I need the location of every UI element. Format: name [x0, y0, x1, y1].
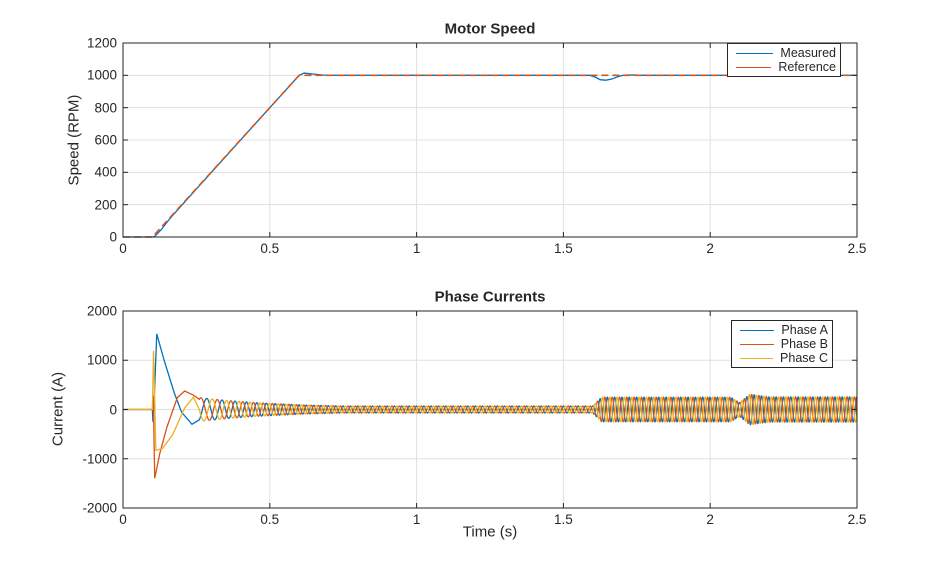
y-tick-label: -1000: [82, 451, 117, 466]
legend-entry-phase-c: Phase C: [740, 351, 828, 365]
y-tick-label: -2000: [82, 500, 117, 516]
x-tick-label: 0: [119, 512, 127, 527]
legend-entry-phase-b: Phase B: [740, 337, 828, 351]
phase-currents-plot-area: [122, 310, 858, 509]
x-tick-label: 1: [412, 512, 421, 527]
x-tick-label: 2.5: [847, 241, 867, 256]
legend-entry-phase-a: Phase A: [740, 323, 828, 337]
phase-currents-legend: Phase A Phase B Phase C: [731, 320, 833, 368]
time-x-axis-label: Time (s): [462, 523, 518, 541]
legend-label: Measured: [780, 45, 836, 60]
measured-line-sample: [736, 52, 774, 54]
y-tick-label: 200: [94, 196, 117, 212]
measured-line: [123, 72, 857, 238]
phase-c-line: [123, 350, 858, 452]
x-tick-label: 1: [412, 241, 421, 256]
reference-line: [123, 74, 857, 238]
legend-entry-reference: Reference: [736, 60, 836, 74]
phase-currents-title: Phase Currents: [434, 288, 546, 306]
phase-b-line: [123, 390, 858, 479]
y-tick-label: 600: [94, 132, 117, 148]
reference-line-sample: [736, 66, 772, 68]
y-tick-label: 2000: [86, 303, 117, 319]
x-tick-label: 0: [119, 241, 127, 256]
current-y-axis-label: Current (A): [49, 371, 67, 447]
y-tick-label: 1200: [86, 35, 117, 51]
x-tick-label: 1.5: [554, 241, 573, 256]
y-tick-label: 0: [109, 401, 117, 417]
y-tick-label: 400: [94, 164, 117, 180]
y-tick-label: 800: [94, 99, 117, 115]
y-tick-label: 1000: [86, 352, 117, 368]
x-tick-label: 2: [706, 512, 714, 527]
x-tick-label: 1.5: [554, 512, 573, 527]
legend-label: Phase C: [780, 350, 828, 365]
x-tick-label: 2: [706, 241, 714, 256]
motor-speed-title: Motor Speed: [444, 20, 536, 38]
speed-y-axis-label: Speed (RPM): [65, 94, 83, 186]
legend-label: Phase A: [781, 322, 828, 337]
x-tick-label: 0.5: [260, 241, 280, 256]
legend-entry-measured: Measured: [736, 46, 836, 60]
legend-label: Phase B: [780, 336, 828, 351]
x-tick-label: 0.5: [260, 512, 280, 527]
phase-c-line-sample: [740, 357, 774, 359]
legend-label: Reference: [778, 59, 836, 74]
y-tick-label: 1000: [86, 67, 117, 83]
motor-speed-legend: Measured Reference: [727, 43, 841, 77]
phase-a-line-sample: [740, 329, 775, 331]
phase-b-line-sample: [740, 343, 774, 345]
y-tick-label: 0: [109, 229, 117, 245]
x-tick-label: 2.5: [847, 512, 867, 527]
